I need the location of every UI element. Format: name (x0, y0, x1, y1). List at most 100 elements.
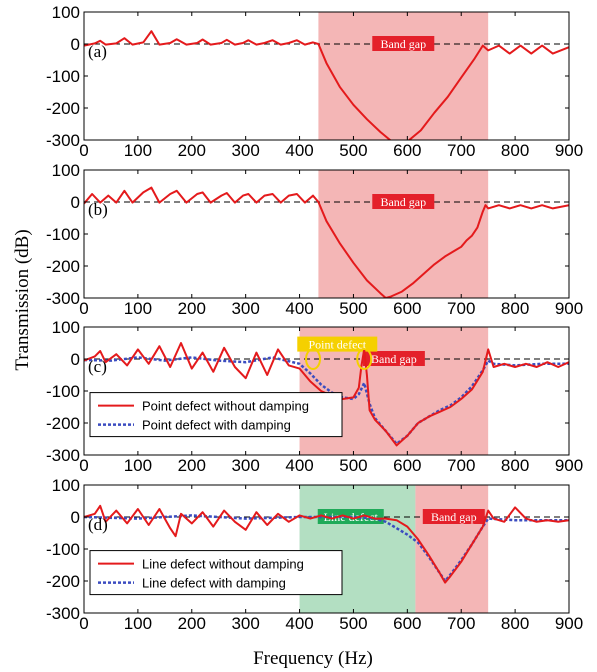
y-tick-label: 100 (52, 3, 80, 22)
x-tick-label: 100 (124, 141, 152, 160)
y-tick-label: -300 (46, 604, 80, 623)
band_gap-label: Band gap (371, 352, 417, 366)
x-tick-label: 800 (501, 614, 529, 633)
x-tick-label: 400 (285, 141, 313, 160)
panel-letter: (d) (88, 515, 108, 534)
y-axis-title: Transmission (dB) (12, 229, 33, 370)
x-tick-label: 600 (393, 614, 421, 633)
band_gap-label-box (372, 194, 435, 209)
point-defect-marker (305, 348, 322, 370)
x-tick-label: 0 (79, 456, 88, 475)
undamped-series-line (84, 504, 569, 584)
point_defect-label-box (297, 336, 378, 352)
x-tick-label: 200 (178, 614, 206, 633)
undamped-series-line (84, 342, 569, 447)
x-tick-label: 500 (339, 299, 367, 318)
y-tick-label: 0 (71, 508, 80, 527)
y-tick-label: 0 (71, 35, 80, 54)
x-tick-label: 100 (124, 614, 152, 633)
y-tick-label: -200 (46, 572, 80, 591)
damped-series-line (84, 356, 569, 446)
plot-area (84, 342, 569, 447)
band-gap-region (318, 170, 489, 298)
undamped-series-line (84, 30, 569, 140)
band_gap-label: Band gap (431, 510, 477, 524)
x-tick-label: 300 (231, 614, 259, 633)
x-tick-label: 800 (501, 141, 529, 160)
y-tick-label: 0 (71, 350, 80, 369)
x-tick-label: 300 (231, 456, 259, 475)
x-tick-label: 700 (447, 456, 475, 475)
y-tick-label: 100 (52, 318, 80, 337)
x-tick-label: 100 (124, 299, 152, 318)
y-tick-label: -300 (46, 289, 80, 308)
y-tick-label: -200 (46, 414, 80, 433)
legend-label: Line defect without damping (142, 557, 304, 572)
x-tick-label: 400 (285, 456, 313, 475)
x-tick-label: 900 (555, 299, 583, 318)
y-tick-label: -300 (46, 446, 80, 465)
band_gap-label-box (362, 351, 425, 366)
y-tick-label: -100 (46, 225, 80, 244)
plot-area (84, 504, 569, 584)
y-tick-label: -100 (46, 540, 80, 559)
x-tick-label: 100 (124, 456, 152, 475)
x-tick-label: 0 (79, 614, 88, 633)
x-tick-label: 700 (447, 141, 475, 160)
x-tick-label: 900 (555, 614, 583, 633)
x-tick-label: 800 (501, 299, 529, 318)
plot-area (84, 30, 569, 140)
band_gap-label: Band gap (380, 37, 426, 51)
x-tick-label: 0 (79, 299, 88, 318)
plot-area (84, 186, 569, 298)
x-tick-label: 200 (178, 141, 206, 160)
x-tick-label: 500 (339, 614, 367, 633)
x-tick-label: 300 (231, 141, 259, 160)
y-tick-label: -300 (46, 131, 80, 150)
panel-letter: (a) (88, 42, 107, 61)
y-tick-label: 100 (52, 476, 80, 495)
legend-box (89, 550, 343, 596)
band_gap-label-box (372, 36, 435, 51)
legend-label: Line defect with damping (142, 576, 286, 591)
band-gap-region (318, 12, 489, 140)
y-tick-label: -100 (46, 382, 80, 401)
x-tick-label: 600 (393, 141, 421, 160)
x-tick-label: 700 (447, 614, 475, 633)
y-tick-label: -200 (46, 257, 80, 276)
y-tick-label: -100 (46, 67, 80, 86)
point-defect-marker (356, 348, 373, 370)
point_defect-label: Point defect (308, 338, 366, 352)
x-tick-label: 700 (447, 299, 475, 318)
x-tick-label: 400 (285, 299, 313, 318)
x-tick-label: 600 (393, 299, 421, 318)
y-tick-label: 0 (71, 193, 80, 212)
x-tick-label: 600 (393, 456, 421, 475)
x-tick-label: 500 (339, 456, 367, 475)
x-tick-label: 200 (178, 299, 206, 318)
panel-letter: (c) (88, 357, 107, 376)
x-tick-label: 900 (555, 456, 583, 475)
band_gap-label-box (422, 509, 485, 524)
legend-box (89, 392, 343, 438)
undamped-series-line (84, 186, 569, 298)
x-tick-label: 200 (178, 456, 206, 475)
y-tick-label: 100 (52, 161, 80, 180)
legend-label: Point defect without damping (142, 399, 309, 414)
y-tick-label: -200 (46, 99, 80, 118)
x-tick-label: 0 (79, 141, 88, 160)
x-tick-label: 800 (501, 456, 529, 475)
panel-2: Band gap Point defect 0 100 200 300 400 500 600 7… (46, 318, 583, 475)
legend-label: Point defect with damping (142, 418, 291, 433)
panel-letter: (b) (88, 200, 108, 219)
x-tick-label: 900 (555, 141, 583, 160)
x-tick-label: 400 (285, 614, 313, 633)
x-tick-label: 500 (339, 141, 367, 160)
x-tick-label: 300 (231, 299, 259, 318)
x-axis-title: Frequency (Hz) (253, 648, 373, 669)
band-gap-region (415, 485, 489, 613)
band_gap-label: Band gap (380, 195, 426, 209)
